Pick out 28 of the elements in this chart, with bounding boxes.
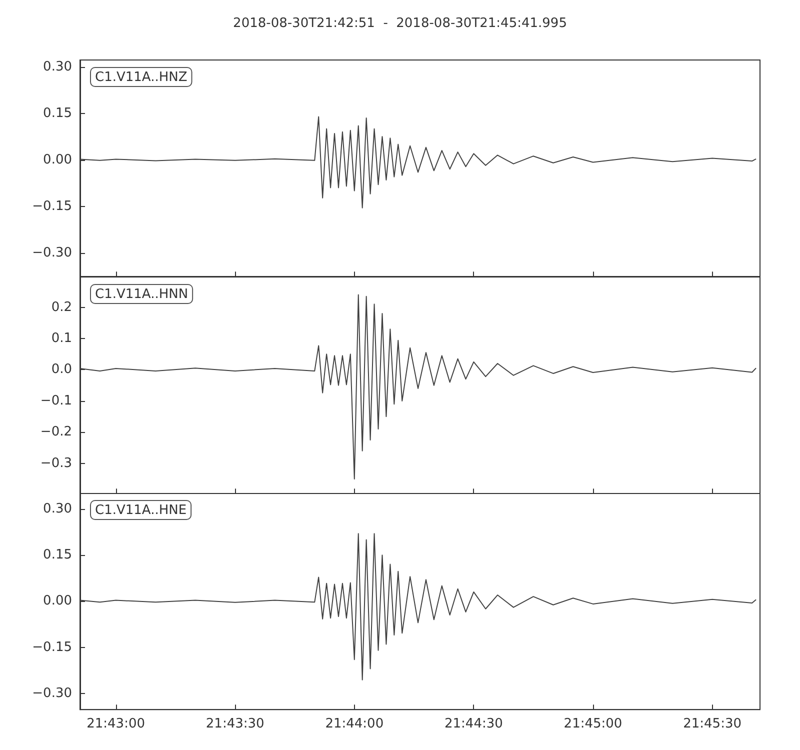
chart-title: 2018-08-30T21:42:51 - 2018-08-30T21:45:41.995 xyxy=(233,16,567,31)
x-tick-label: 21:44:30 xyxy=(444,716,503,732)
x-tick-label: 21:43:30 xyxy=(206,716,264,732)
annotation: C1.V11A..HNZ xyxy=(95,70,188,85)
y-tick-label: −0.2 xyxy=(40,424,72,440)
line-series xyxy=(80,533,757,681)
x-tick-label: 21:44:00 xyxy=(325,716,384,732)
y-tick-label: −0.1 xyxy=(40,393,72,408)
y-tick-label: 0.0 xyxy=(51,362,72,377)
annotation: C1.V11A..HNE xyxy=(95,503,187,518)
y-tick-label: 0.15 xyxy=(43,106,72,121)
y-tick-label: 0.15 xyxy=(43,548,72,563)
y-tick-label: 0.00 xyxy=(43,594,72,610)
y-tick-label: −0.30 xyxy=(32,245,72,260)
line-series xyxy=(80,116,757,208)
y-tick-label: 0.1 xyxy=(51,330,72,346)
y-tick-label: −0.15 xyxy=(32,198,72,214)
y-tick-label: −0.30 xyxy=(32,686,72,702)
y-tick-label: −0.3 xyxy=(40,456,72,471)
annotation: C1.V11A..HNN xyxy=(95,286,188,302)
y-tick-label: 0.00 xyxy=(43,152,72,168)
y-tick-label: 0.30 xyxy=(43,502,72,517)
y-tick-label: −0.15 xyxy=(32,640,72,656)
x-tick-label: 21:43:00 xyxy=(86,716,145,732)
x-tick-label: 21:45:30 xyxy=(683,716,742,732)
x-tick-label: 21:45:00 xyxy=(564,716,622,732)
y-tick-label: 0.2 xyxy=(51,299,72,314)
y-tick-label: 0.30 xyxy=(43,59,72,74)
